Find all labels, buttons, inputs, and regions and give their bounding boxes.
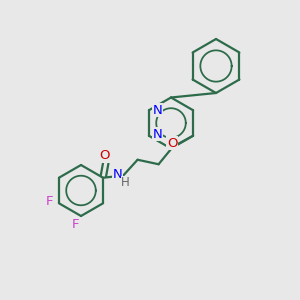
Text: N: N: [152, 104, 162, 117]
Text: O: O: [99, 149, 110, 162]
Text: N: N: [112, 168, 122, 181]
Text: F: F: [46, 195, 53, 208]
Text: O: O: [167, 137, 177, 150]
Text: N: N: [152, 128, 162, 141]
Text: H: H: [121, 176, 130, 189]
Text: F: F: [72, 218, 79, 231]
